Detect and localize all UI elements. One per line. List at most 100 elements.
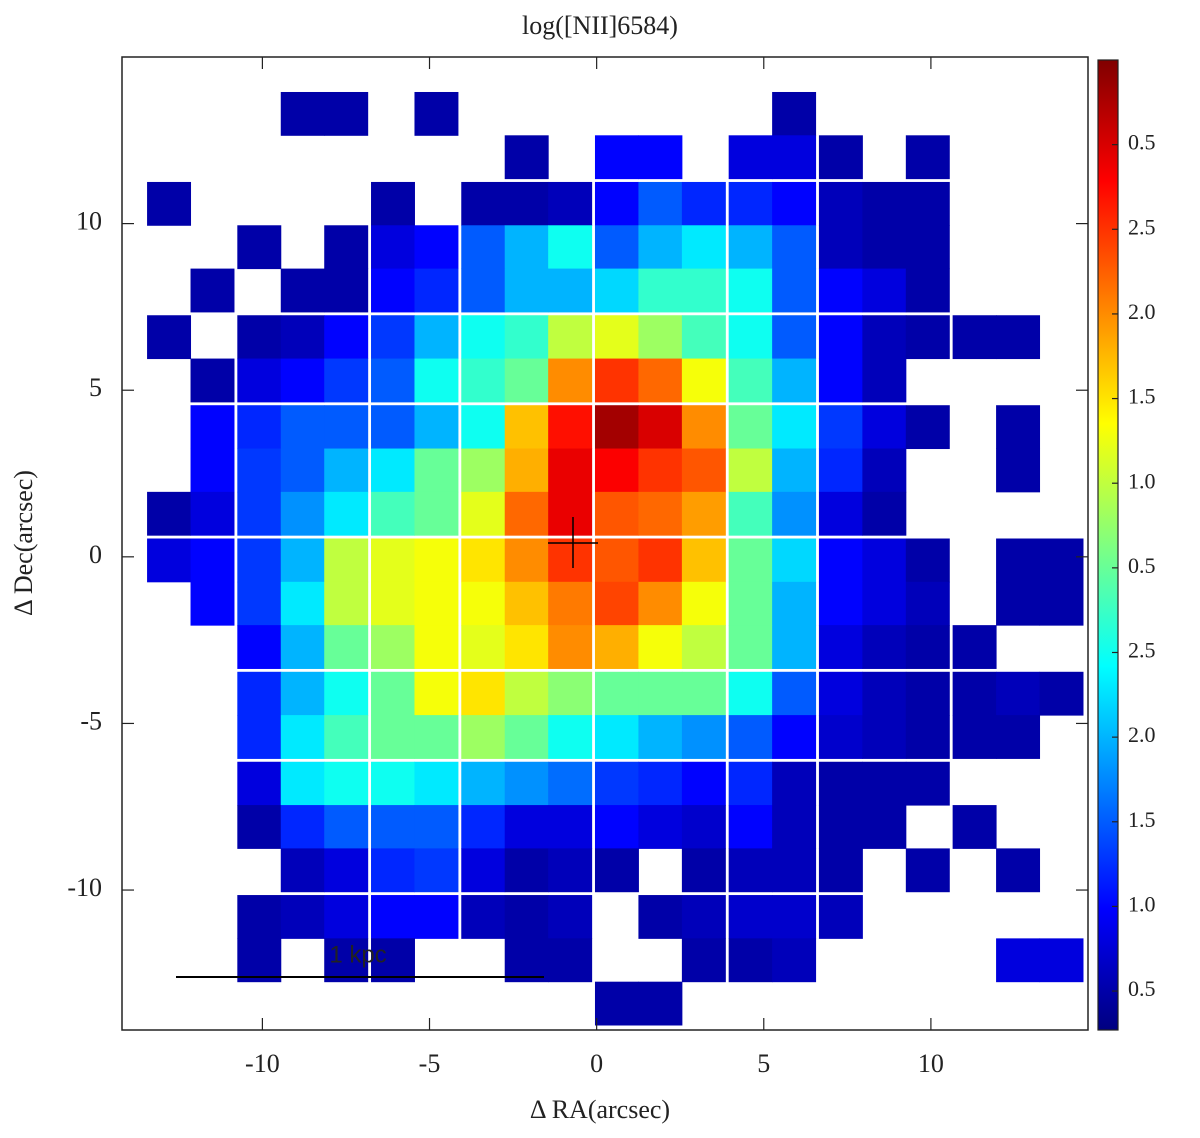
heat-cell — [772, 848, 817, 893]
heat-cell — [414, 895, 459, 939]
heat-cell — [638, 538, 683, 583]
heat-cell — [594, 761, 639, 806]
heat-cell — [280, 848, 325, 893]
heat-cell — [461, 268, 506, 313]
heat-cell — [548, 715, 593, 759]
heat-cell — [638, 625, 683, 669]
heat-cell — [862, 405, 907, 450]
heat-cell — [772, 625, 817, 669]
heat-cell — [772, 581, 817, 626]
heat-cell — [952, 805, 997, 849]
heat-cell — [996, 671, 1041, 716]
heat-cell — [772, 671, 817, 716]
heat-cell — [237, 491, 282, 536]
heat-cell — [772, 358, 817, 403]
heat-cell — [414, 671, 459, 716]
heat-cell — [237, 805, 282, 849]
heat-cell — [504, 491, 549, 536]
heat-cell — [414, 761, 459, 806]
heat-cell — [952, 625, 997, 669]
heat-cell — [818, 135, 863, 180]
y-tick-label: 5 — [89, 373, 102, 402]
heat-cell — [594, 671, 639, 716]
heat-cell — [548, 448, 593, 493]
heat-cell — [594, 538, 639, 583]
heat-cell — [772, 491, 817, 536]
heat-cell — [594, 715, 639, 759]
heat-cell — [504, 315, 549, 360]
heat-cell — [681, 938, 726, 983]
heat-cell — [728, 405, 773, 450]
heat-cell — [237, 625, 282, 669]
heat-cell — [280, 671, 325, 716]
heat-cell — [638, 358, 683, 403]
heat-cell — [638, 225, 683, 270]
heat-cell — [772, 268, 817, 313]
heat-cell — [681, 538, 726, 583]
plot-frame — [121, 56, 1089, 1031]
heat-cell — [638, 715, 683, 759]
heat-cell — [772, 938, 817, 983]
heat-cell — [594, 405, 639, 450]
heat-cell — [324, 315, 369, 360]
heat-cell — [681, 491, 726, 536]
heat-cell — [147, 538, 192, 583]
heat-cell — [681, 358, 726, 403]
heat-cell — [905, 225, 950, 270]
heat-cell — [371, 358, 415, 403]
heat-cell — [324, 491, 369, 536]
heat-cell — [681, 225, 726, 270]
heat-cell — [371, 491, 415, 536]
heat-cell — [504, 625, 549, 669]
heat-cell — [728, 895, 773, 939]
heat-cell — [862, 761, 907, 806]
heat-cell — [548, 315, 593, 360]
heat-cell — [905, 761, 950, 806]
heat-cell — [548, 848, 593, 893]
heat-cell — [371, 538, 415, 583]
heat-cell — [594, 358, 639, 403]
heat-cell — [772, 448, 817, 493]
heat-cell — [548, 625, 593, 669]
heat-cell — [772, 225, 817, 270]
heat-cell — [638, 268, 683, 313]
heat-cell — [414, 405, 459, 450]
heat-cell — [818, 358, 863, 403]
heat-cell — [681, 805, 726, 849]
heat-cell — [818, 491, 863, 536]
heat-cell — [190, 491, 235, 536]
heat-cell — [681, 181, 726, 226]
heat-cell — [461, 358, 506, 403]
heat-cell — [414, 538, 459, 583]
heat-cell — [862, 491, 907, 536]
heat-cell — [728, 181, 773, 226]
heat-cell — [905, 671, 950, 716]
heat-cell — [280, 625, 325, 669]
heat-cell — [504, 225, 549, 270]
heat-cell — [594, 448, 639, 493]
heat-cell — [818, 581, 863, 626]
heat-cell — [504, 848, 549, 893]
heat-cell — [862, 315, 907, 360]
heat-cell — [638, 895, 683, 939]
x-axis-label: Δ RA(arcsec) — [530, 1095, 670, 1124]
heat-cell — [504, 268, 549, 313]
heat-cell — [280, 405, 325, 450]
heat-cell — [414, 848, 459, 893]
x-tick-label: -10 — [245, 1049, 280, 1078]
heat-cell — [681, 848, 726, 893]
colorbar-tick-label: 2.5 — [1128, 214, 1156, 239]
heat-cell — [548, 491, 593, 536]
y-tick-label: -10 — [67, 873, 102, 902]
heat-cell — [728, 448, 773, 493]
heat-cell — [414, 581, 459, 626]
heat-cell — [324, 625, 369, 669]
heat-cell — [371, 405, 415, 450]
heat-cell — [638, 448, 683, 493]
heat-cell — [818, 895, 863, 939]
colorbar-tick-label: 2.0 — [1128, 722, 1156, 747]
heat-cell — [414, 805, 459, 849]
heat-cell — [548, 538, 593, 583]
heat-cell — [280, 91, 325, 136]
